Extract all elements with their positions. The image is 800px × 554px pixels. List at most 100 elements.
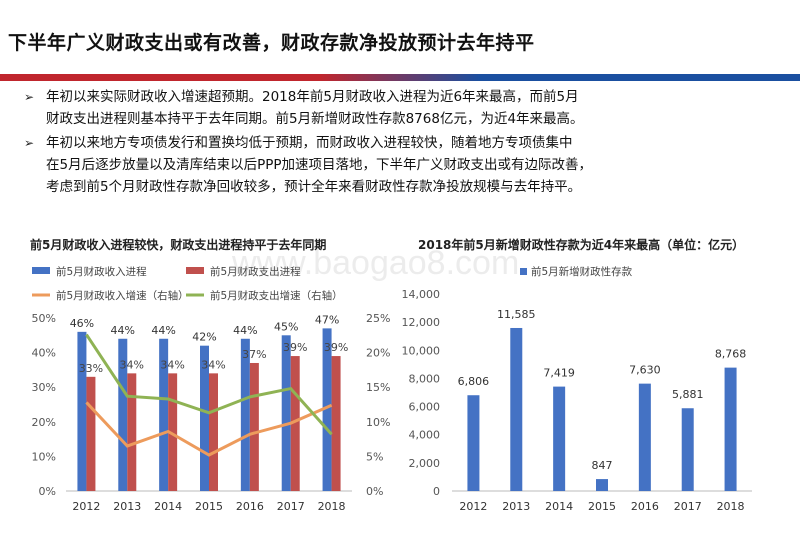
bullet-line: 财政支出进程则基本持平于去年同期。前5月新增财政性存款8768亿元，为近4年来最… [46,111,584,127]
x-tick-label: 2013 [502,500,530,513]
legend-swatch [186,267,204,274]
bar [553,386,566,491]
bar [467,395,480,491]
y-right-tick-label: 20% [366,347,390,360]
x-tick-label: 2014 [154,500,182,513]
y-tick-label: 0 [433,485,440,498]
bullet-list: ➢ 年初以来实际财政收入增速超预期。2018年前5月财政收入进程为近6年来最高，… [24,86,784,200]
x-tick-label: 2017 [674,500,702,513]
y-tick-label: 14,000 [402,288,441,301]
y-tick-label: 40% [32,347,56,360]
bar [200,345,209,491]
right-chart-title: 2018年前5月新增财政性存款为近4年来最高（单位：亿元） [418,238,745,252]
bar [249,362,259,491]
data-label: 39% [324,341,348,354]
fiscal-deposit-chart: 前5月新增财政性存款 0 2,000 4,000 6,000 8,000 10,000 12,… [402,265,752,513]
arrow-bullet-icon: ➢ [24,136,35,150]
y-tick-label: 20% [32,416,56,429]
left-chart-title: 前5月财政收入进程较快，财政支出进程持平于去年同期 [30,238,327,252]
y-right-tick-label: 5% [366,450,383,463]
data-label: 44% [111,324,135,337]
arrow-bullet-icon: ➢ [24,90,35,104]
y-right-tick-label: 0% [366,485,383,498]
data-label: 45% [274,320,298,333]
data-label: 34% [201,358,225,371]
bar [86,376,96,491]
data-label: 6,806 [458,375,490,388]
y-tick-label: 10,000 [402,344,441,357]
x-tick-label: 2015 [588,500,616,513]
y-tick-label: 12,000 [402,316,441,329]
x-tick-label: 2013 [113,500,141,513]
data-label: 44% [151,324,175,337]
bullet-line: 在5月后逐步放量以及清库结束以后PPP加速项目落地，下半年广义财政支出或有边际改… [46,157,593,173]
data-label: 47% [315,313,339,326]
bar [118,338,128,491]
legend-label: 前5月财政支出进程 [210,265,301,278]
y-tick-label: 6,000 [409,401,441,414]
bar [638,383,651,491]
series-line [85,333,333,436]
x-tick-label: 2016 [631,500,659,513]
bar [281,335,291,491]
bar [159,338,169,491]
series-line [85,401,333,457]
data-label: 5,881 [672,388,704,401]
data-label: 44% [233,324,257,337]
y-tick-label: 0% [39,485,56,498]
x-tick-label: 2016 [236,500,264,513]
bullet-line: 年初以来地方专项债发行和置换均低于预期，而财政收入进程较快，随着地方专项债集中 [46,135,573,151]
legend-label: 前5月财政收入增速（右轴） [56,289,189,302]
legend-swatch [32,267,50,274]
data-label: 46% [70,317,94,330]
data-label: 7,630 [629,364,661,377]
slide-title: 下半年广义财政支出或有改善，财政存款净投放预计去年持平 [8,32,535,54]
x-tick-label: 2018 [318,500,346,513]
legend-label: 前5月新增财政性存款 [531,265,633,278]
y-right-tick-label: 25% [366,312,390,325]
legend-label: 前5月财政收入进程 [56,265,147,278]
bullet-line: 年初以来实际财政收入增速超预期。2018年前5月财政收入进程为近6年来最高，而前… [46,89,579,105]
data-label: 37% [242,348,266,361]
x-tick-label: 2012 [72,500,100,513]
bar [331,356,341,491]
y-tick-label: 50% [32,312,56,325]
bullet-item: ➢ 年初以来实际财政收入增速超预期。2018年前5月财政收入进程为近6年来最高，… [24,86,784,130]
x-tick-label: 2017 [277,500,305,513]
y-right-tick-label: 15% [366,381,390,394]
data-label: 8,768 [715,348,747,361]
bar [168,373,178,491]
y-tick-label: 8,000 [409,372,441,385]
x-tick-label: 2014 [545,500,573,513]
data-label: 39% [283,341,307,354]
y-right-tick-label: 10% [366,416,390,429]
bullet-item: ➢ 年初以来地方专项债发行和置换均低于预期，而财政收入进程较快，随着地方专项债集… [24,132,784,198]
y-tick-label: 30% [32,381,56,394]
bar [240,338,250,491]
y-tick-label: 2,000 [409,457,441,470]
bullet-line: 考虑到前5个月财政性存款净回收较多，预计全年来看财政性存款净投放规模与去年持平。 [46,179,582,195]
x-tick-label: 2015 [195,500,223,513]
x-tick-label: 2018 [717,500,745,513]
legend-swatch [520,268,527,275]
bar [209,373,218,491]
bar [596,479,608,491]
legend-label: 前5月财政支出增速（右轴） [210,289,343,302]
bar [290,356,300,491]
data-label: 34% [120,358,144,371]
bar [127,373,137,491]
data-label: 42% [192,331,216,344]
x-tick-label: 2012 [459,500,487,513]
y-tick-label: 10% [32,450,56,463]
title-divider [0,74,800,81]
data-label: 11,585 [497,308,536,321]
data-label: 33% [79,362,103,375]
data-label: 7,419 [543,367,575,380]
watermark: www.baogao8.com [232,244,520,282]
bar [724,367,737,491]
bar [510,327,523,491]
bar [77,331,87,491]
bar [681,408,694,491]
data-label: 34% [160,358,184,371]
